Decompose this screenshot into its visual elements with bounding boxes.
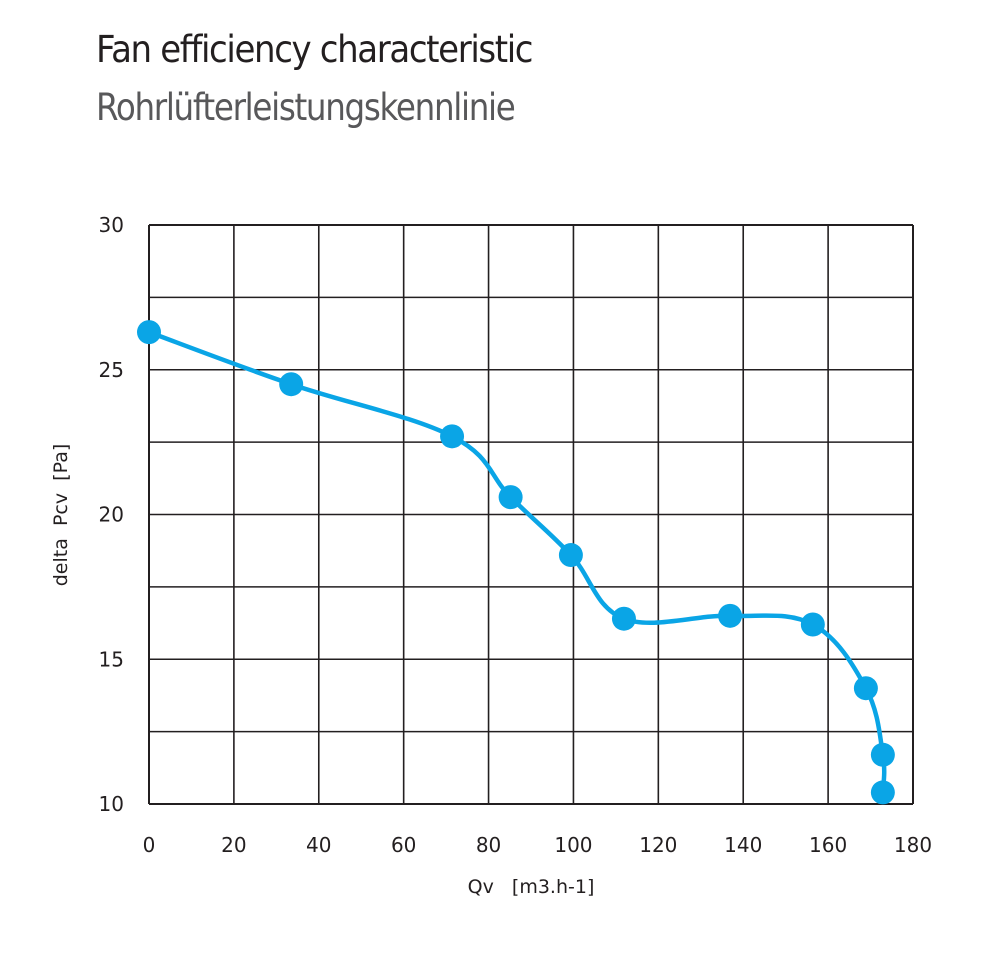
x-tick-label: 20 [221, 833, 246, 857]
data-point [853, 676, 878, 701]
x-tick-label: 180 [894, 833, 932, 857]
y-tick-label: 30 [99, 213, 124, 237]
y-tick-label: 15 [99, 647, 124, 671]
x-tick-label: 120 [639, 833, 677, 857]
grid [148, 224, 914, 805]
y-axis-ticks: 10 15 20 25 30 [99, 213, 124, 816]
x-tick-label: 160 [809, 833, 847, 857]
chart-title: Fan efficiency characteristic [96, 28, 534, 71]
data-point [440, 424, 465, 449]
y-tick-label: 10 [99, 792, 124, 816]
chart-subtitle: Rohrlüfterleistungskennlinie [96, 86, 516, 129]
data-point [558, 543, 583, 568]
data-point [718, 603, 743, 628]
x-tick-label: 80 [476, 833, 501, 857]
data-point [279, 372, 304, 397]
data-point [800, 612, 825, 637]
y-tick-label: 20 [99, 503, 124, 527]
data-points [137, 320, 895, 805]
x-axis-ticks: 0 20 40 60 80 100 120 140 160 180 [143, 833, 932, 857]
data-point [137, 320, 161, 345]
x-tick-label: 60 [391, 833, 416, 857]
x-tick-label: 100 [554, 833, 592, 857]
x-tick-label: 40 [306, 833, 331, 857]
x-axis-label: Qv [m3.h-1] [468, 876, 595, 898]
data-point [498, 485, 523, 510]
x-tick-label: 140 [724, 833, 762, 857]
series-line [146, 329, 887, 795]
y-axis-label: delta Pcv [Pa] [50, 444, 72, 587]
x-tick-label: 0 [143, 833, 156, 857]
data-point [870, 780, 895, 805]
data-point [870, 742, 895, 767]
data-point [611, 606, 636, 631]
y-tick-label: 25 [99, 358, 124, 382]
